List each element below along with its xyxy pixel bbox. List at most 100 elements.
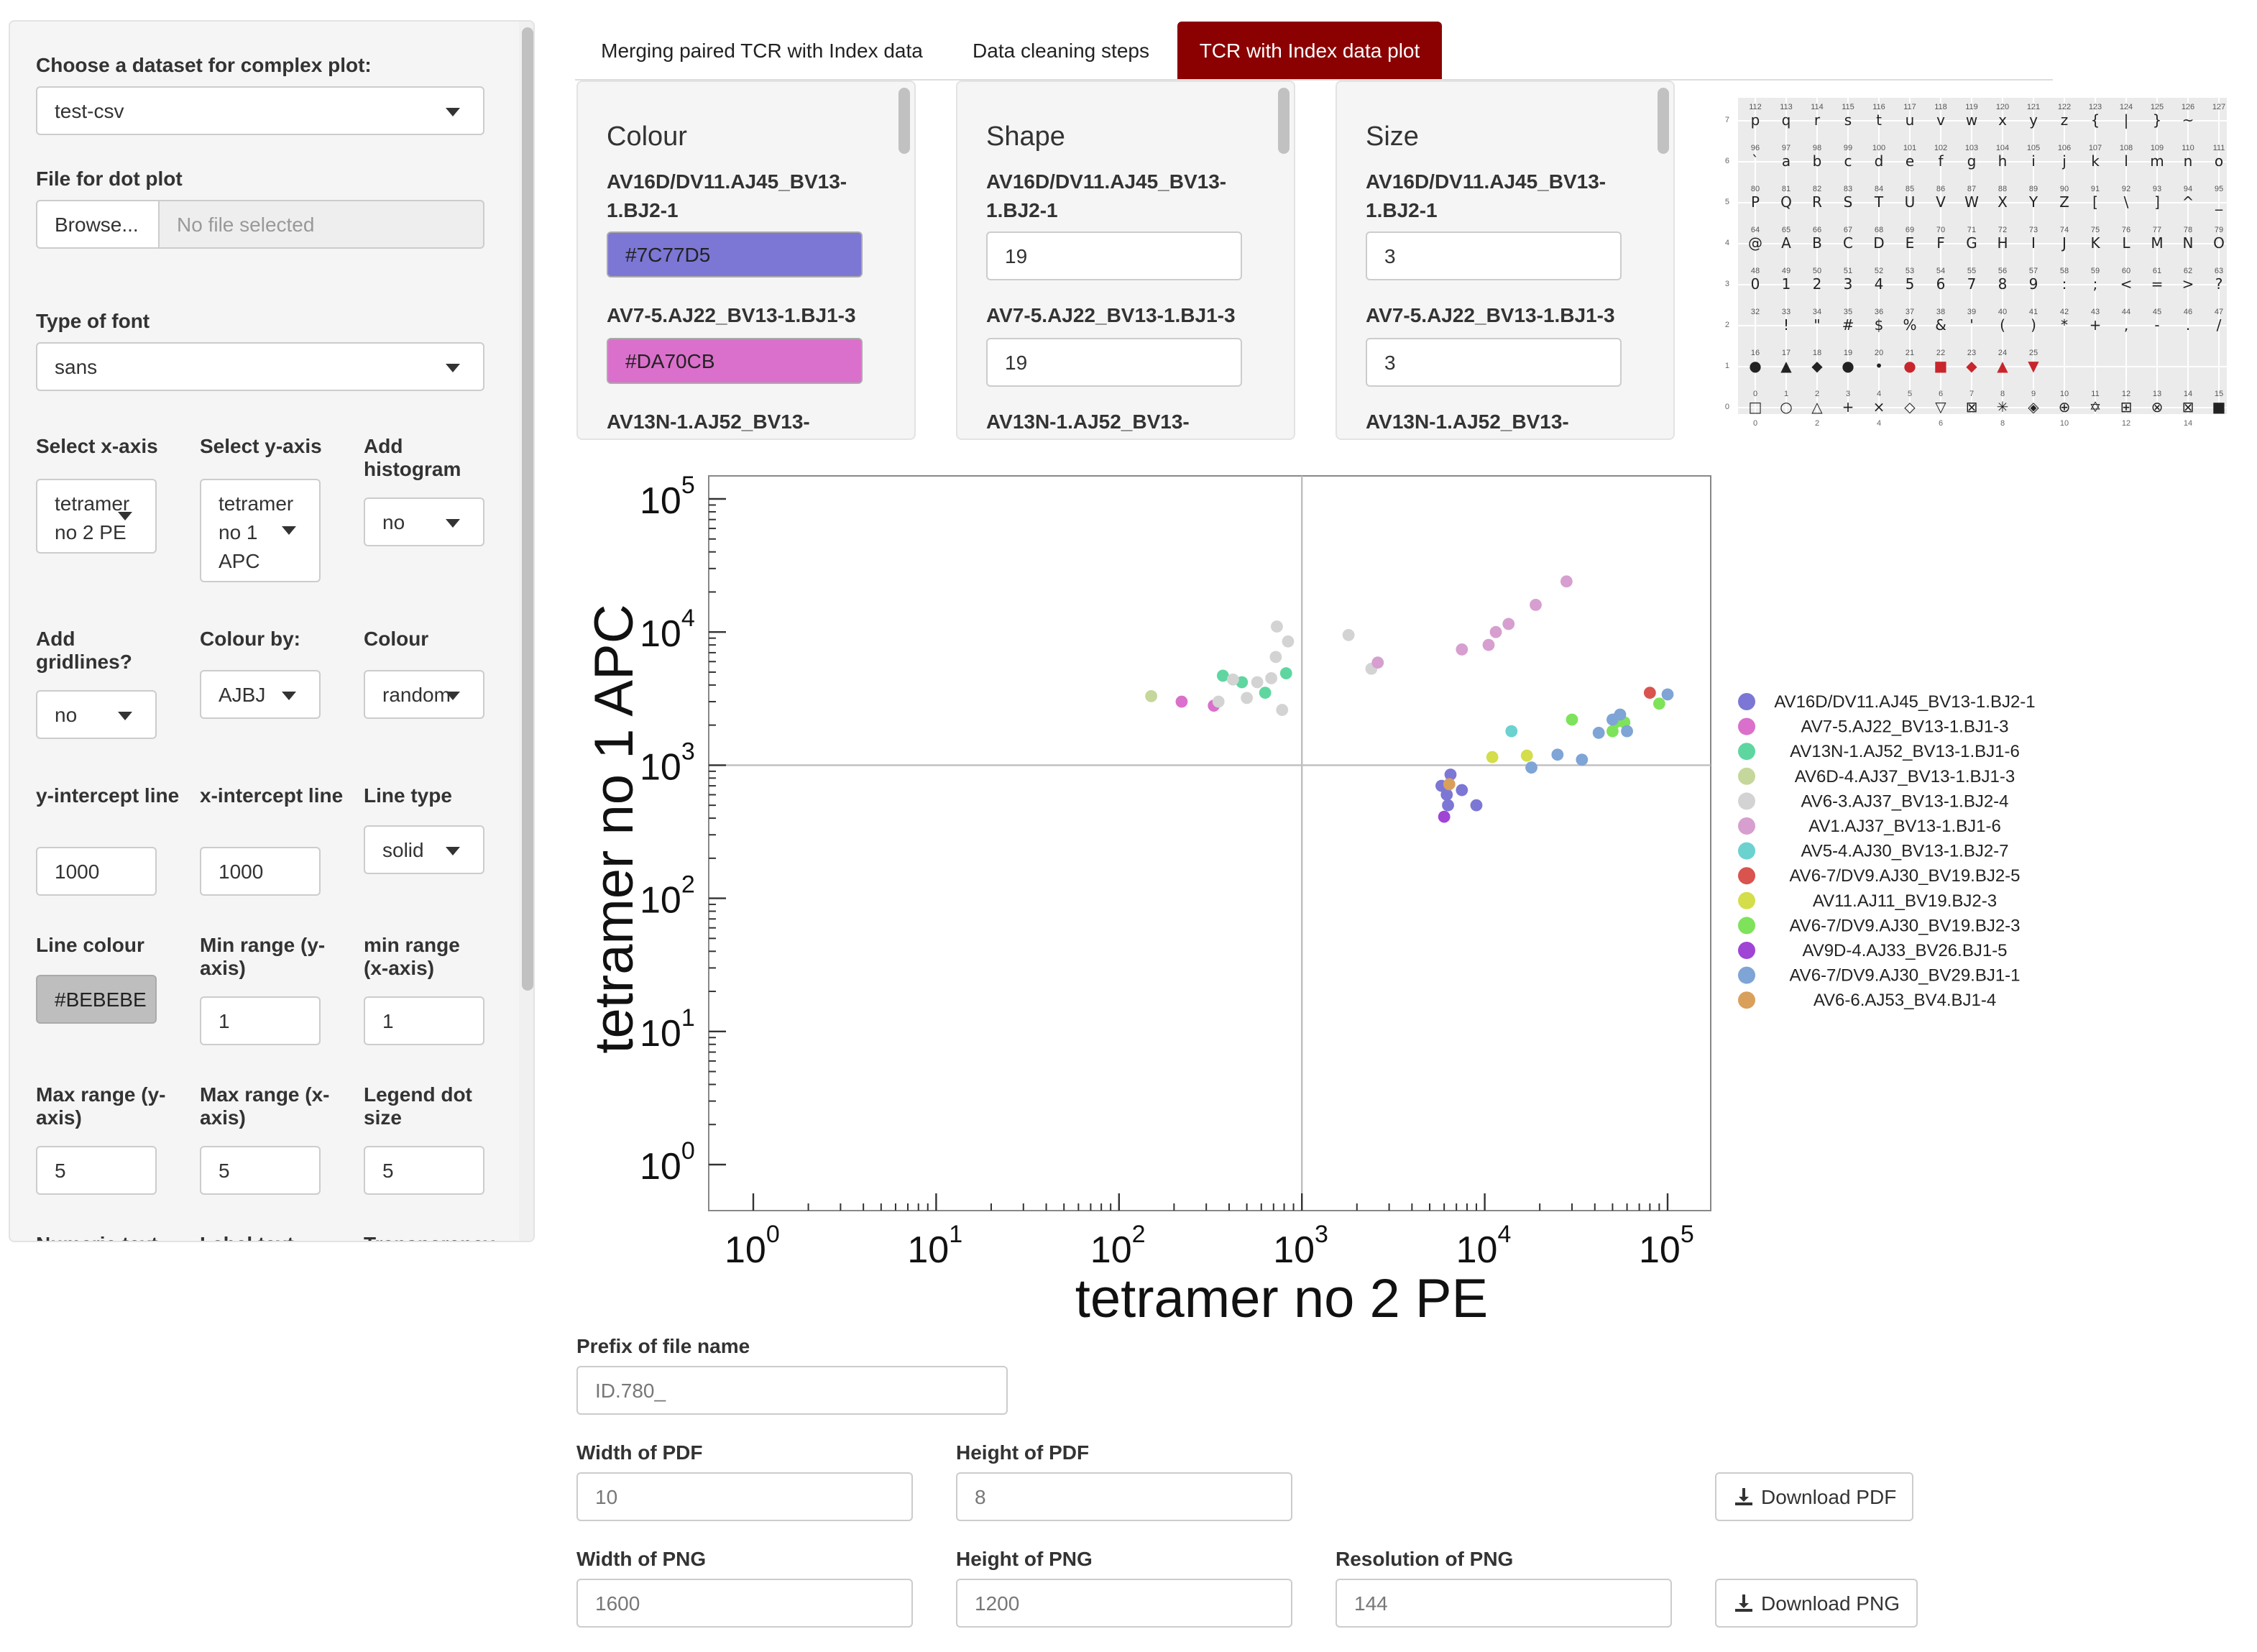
pch-symbol: - <box>2154 316 2159 334</box>
download-png-button[interactable]: Download PNG <box>1715 1579 1918 1628</box>
tab-merging[interactable]: Merging paired TCR with Index data <box>601 39 923 62</box>
x-tick-label: 105 <box>1639 1221 1694 1271</box>
pch-symbol: ( <box>2000 316 2005 334</box>
colour-picker[interactable]: #7C77D5 <box>607 231 863 277</box>
pch-code: 20 <box>1875 349 1883 357</box>
sidebar-scroll-thumb[interactable] <box>522 27 533 991</box>
xaxis-select[interactable]: tetramer no 2 PE <box>36 479 157 554</box>
legend-dot <box>1738 991 1755 1009</box>
x-tick-label: 101 <box>907 1221 962 1271</box>
pch-code: 83 <box>1844 185 1852 193</box>
linetype-select[interactable]: solid <box>364 825 484 874</box>
pch-symbol: ! <box>1783 316 1789 334</box>
legend-dot <box>1738 966 1755 984</box>
tab-data-cleaning[interactable]: Data cleaning steps <box>973 39 1149 62</box>
pch-code: 3 <box>1846 390 1850 398</box>
xintercept-input[interactable]: 1000 <box>200 847 321 896</box>
maxx-input[interactable]: 5 <box>200 1146 321 1195</box>
histogram-select[interactable]: no <box>364 497 484 546</box>
png-resolution-input[interactable]: 144 <box>1336 1579 1672 1628</box>
pch-symbol: ~ <box>2182 111 2194 129</box>
data-point <box>1440 789 1453 801</box>
download-pdf-button[interactable]: Download PDF <box>1715 1472 1913 1521</box>
pch-symbol: h <box>1998 152 2008 170</box>
minx-input[interactable]: 1 <box>364 996 484 1045</box>
pch-symbol: " <box>1814 316 1820 334</box>
panel-scroll-thumb[interactable] <box>1278 88 1290 154</box>
size-panel: Size AV16D/DV11.AJ45_BV13-1.BJ2-1 3 AV7-… <box>1336 81 1675 440</box>
data-point <box>1621 725 1633 738</box>
pch-symbol: K <box>2090 234 2100 252</box>
pch-col-label: 12 <box>2122 419 2130 428</box>
miny-label: Min range (y-axis) <box>200 933 326 979</box>
pch-code: 25 <box>2029 349 2038 357</box>
gridlines-label: Add gridlines? <box>36 627 132 673</box>
pch-code: 51 <box>1844 267 1852 275</box>
prefix-input[interactable]: ID.780_ <box>576 1366 1008 1415</box>
x-tick-label: 100 <box>725 1221 780 1271</box>
pch-code: 86 <box>1936 185 1945 193</box>
panel-scrollbar[interactable] <box>1277 85 1291 436</box>
png-resolution-value: 144 <box>1354 1592 1388 1615</box>
colourby-select[interactable]: AJBJ <box>200 670 321 719</box>
size-input[interactable]: 3 <box>1366 231 1622 280</box>
pch-code: 111 <box>2213 144 2225 152</box>
x-tick-exponent: 5 <box>1681 1221 1694 1248</box>
download-png-label: Download PNG <box>1761 1592 1900 1615</box>
colour-select[interactable]: random <box>364 670 484 719</box>
browse-button[interactable]: Browse... <box>36 200 160 249</box>
pch-symbol: _ <box>2215 193 2223 211</box>
png-height-input[interactable]: 1200 <box>956 1579 1292 1628</box>
colour-picker[interactable]: #DA70CB <box>607 338 863 384</box>
gridlines-select[interactable]: no <box>36 690 157 739</box>
shape-input[interactable]: 19 <box>986 231 1242 280</box>
pch-symbol: 7 <box>1967 275 1977 293</box>
yintercept-input[interactable]: 1000 <box>36 847 157 896</box>
histogram-label: Add histogram <box>364 434 461 480</box>
data-point <box>1560 575 1573 588</box>
data-point <box>1259 687 1272 699</box>
y-tick-exponent: 2 <box>681 871 695 899</box>
legend-dot-size-input[interactable]: 5 <box>364 1146 484 1195</box>
colour-panel: Colour AV16D/DV11.AJ45_BV13-1.BJ2-1 #7C7… <box>576 81 916 440</box>
linecolour-picker[interactable]: #BEBEBE <box>36 975 157 1024</box>
dataset-select[interactable]: test-csv <box>36 86 484 135</box>
panel-scroll-thumb[interactable] <box>1658 88 1669 154</box>
pch-symbol: ○ <box>1780 398 1792 416</box>
pdf-width-input[interactable]: 10 <box>576 1472 913 1521</box>
pch-symbol: # <box>1842 316 1854 334</box>
sidebar-scrollbar[interactable] <box>519 22 533 1241</box>
data-point <box>1592 726 1605 739</box>
legend-dot <box>1738 792 1755 810</box>
pdf-height-input[interactable]: 8 <box>956 1472 1292 1521</box>
miny-input[interactable]: 1 <box>200 996 321 1045</box>
minx-value: 1 <box>382 1009 394 1032</box>
yaxis-select[interactable]: tetramer no 1 APC <box>200 479 321 582</box>
size-item-label: AV16D/DV11.AJ45_BV13-1.BJ2-1 <box>1366 170 1606 221</box>
pch-code: 120 <box>1996 103 2009 111</box>
pch-code: 35 <box>1844 308 1852 316</box>
pch-code: 90 <box>2060 185 2069 193</box>
pch-symbol: / <box>2217 316 2222 334</box>
png-width-input[interactable]: 1600 <box>576 1579 913 1628</box>
pch-code: 9 <box>2031 390 2036 398</box>
scatter-plot: 100 101 102 103 104 105100101102103104105tetr… <box>584 472 2036 1329</box>
tab-plot[interactable]: TCR with Index data plot <box>1177 22 1442 79</box>
panel-scrollbar[interactable] <box>897 85 911 436</box>
chevron-down-icon <box>446 519 460 528</box>
colour-panel-title: Colour <box>607 122 687 152</box>
font-select[interactable]: sans <box>36 342 484 391</box>
legend-label: AV11.AJ11_BV19.BJ2-3 <box>1813 891 1997 911</box>
panel-scroll-thumb[interactable] <box>898 88 910 154</box>
pch-symbol: R <box>1812 193 1822 211</box>
data-point <box>1576 753 1589 766</box>
size-input[interactable]: 3 <box>1366 338 1622 387</box>
pch-symbol: z <box>2061 111 2069 129</box>
numeric-text-label: Numeric text <box>36 1232 158 1241</box>
data-point <box>1269 651 1282 664</box>
shape-input[interactable]: 19 <box>986 338 1242 387</box>
pch-symbol: ● <box>1903 357 1916 375</box>
maxy-input[interactable]: 5 <box>36 1146 157 1195</box>
linetype-label: Line type <box>364 784 452 807</box>
panel-scrollbar[interactable] <box>1656 85 1670 436</box>
